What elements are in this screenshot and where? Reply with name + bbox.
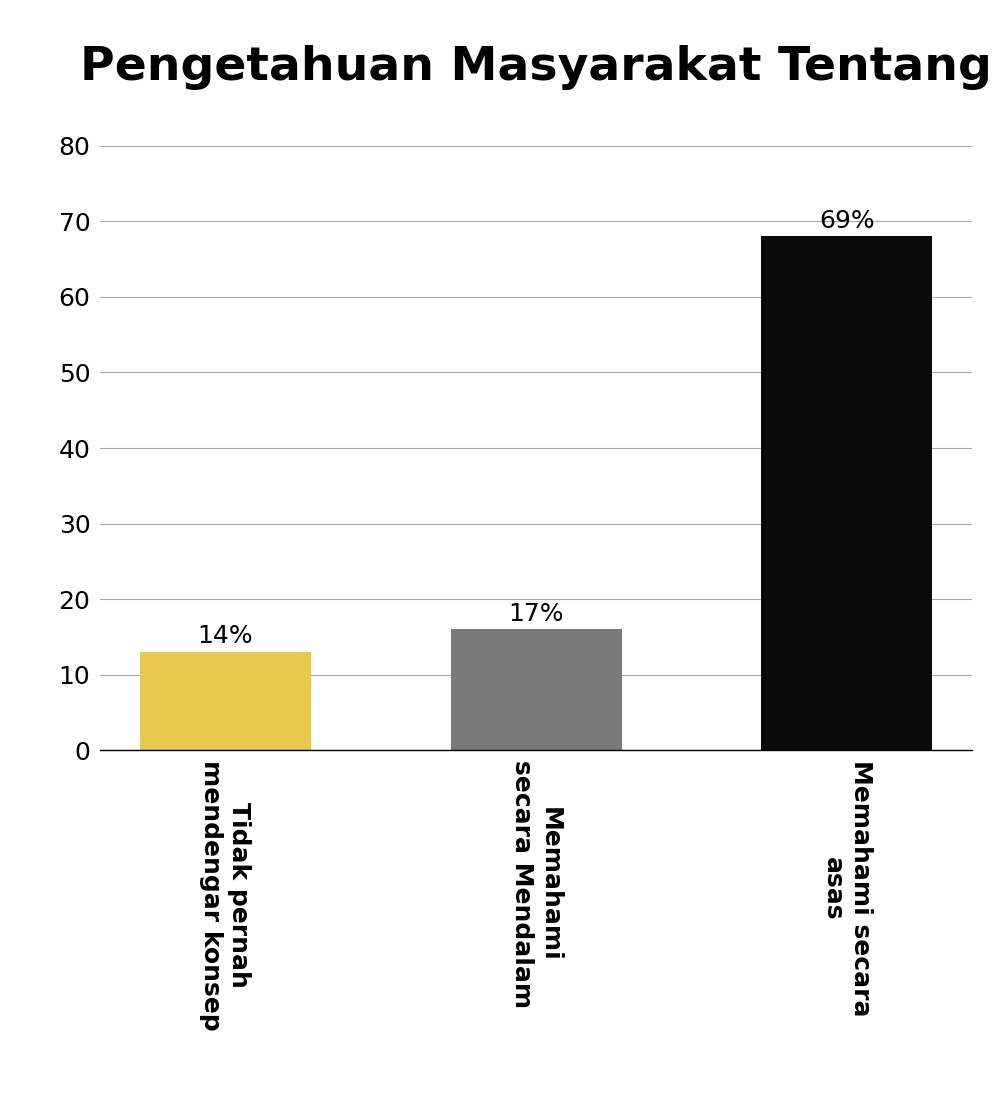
Bar [140, 652, 311, 750]
Bar [762, 236, 932, 750]
Text: 17%: 17% [508, 601, 564, 626]
Text: Pengetahuan Masyarakat Tentang Data Raya: Pengetahuan Masyarakat Tentang Data Raya [80, 45, 1002, 90]
Bar [451, 629, 621, 750]
Text: 69%: 69% [819, 208, 875, 233]
Text: 14%: 14% [197, 624, 254, 648]
